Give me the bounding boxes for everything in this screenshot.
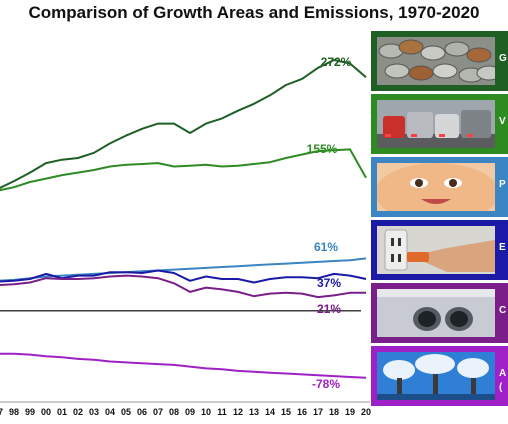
x-tick-label: 08 — [169, 407, 179, 417]
panel-label-2: ( — [499, 382, 503, 393]
x-tick-label: 01 — [57, 407, 67, 417]
legend-panel-1: G — [371, 31, 508, 91]
x-tick-label: 18 — [329, 407, 339, 417]
x-tick-label: 00 — [41, 407, 51, 417]
panel-label: G — [499, 53, 507, 64]
series-end-label-6: -78% — [312, 377, 340, 391]
traffic-cars-photo-icon — [377, 100, 495, 148]
baby-face-photo-icon — [377, 163, 495, 211]
series-end-label-2: 155% — [307, 142, 338, 156]
x-tick-label: 14 — [265, 407, 275, 417]
x-tick-label: 05 — [121, 407, 131, 417]
x-tick-label: 15 — [281, 407, 291, 417]
x-tick-label: 06 — [137, 407, 147, 417]
x-tick-label: 19 — [345, 407, 355, 417]
smokestacks-photo-icon — [377, 352, 495, 400]
series-end-label-1: 272% — [321, 55, 352, 69]
series-line-1 — [0, 59, 367, 190]
x-tick-label: 16 — [297, 407, 307, 417]
x-tick-label: 97 — [0, 407, 3, 417]
x-tick-label: 12 — [233, 407, 243, 417]
panel-label: V — [499, 116, 506, 127]
legend-panel-4: E — [371, 220, 508, 280]
series-end-label-3: 61% — [314, 240, 338, 254]
x-tick-label: 13 — [249, 407, 259, 417]
panel-label: A — [499, 368, 507, 379]
x-tick-label: 09 — [185, 407, 195, 417]
chart-title: Comparison of Growth Areas and Emissions… — [28, 3, 480, 22]
x-tick-label: 02 — [73, 407, 83, 417]
series-line-5 — [0, 274, 366, 299]
coins-photo-icon — [377, 37, 495, 85]
x-tick-label: 17 — [313, 407, 323, 417]
x-tick-label: 07 — [153, 407, 163, 417]
series-line-3 — [0, 257, 367, 282]
exhaust-pipes-photo-icon — [377, 289, 495, 337]
series-end-label-5: 21% — [317, 302, 341, 316]
line-chart: 272% 155% 61% 37% 21% -78% 97 98 99 00 01 02 03 04 05 0… — [0, 55, 371, 417]
x-tick-label: 99 — [25, 407, 35, 417]
x-tick-label: 10 — [201, 407, 211, 417]
legend-panel-2: V — [371, 94, 508, 154]
electric-plug-photo-icon — [377, 226, 495, 274]
panel-label: C — [499, 305, 507, 316]
panel-label: P — [499, 179, 506, 190]
series-line-2 — [0, 148, 367, 192]
x-tick-label: 04 — [105, 407, 115, 417]
series-end-label-4: 37% — [317, 276, 341, 290]
legend-panel-3: P — [371, 157, 508, 217]
legend-panel-6: A( — [371, 346, 508, 406]
x-tick-label: 98 — [9, 407, 19, 417]
legend-panel-5: C — [371, 283, 508, 343]
x-tick-label: 11 — [217, 407, 227, 417]
panel-label: E — [499, 242, 506, 253]
x-tick-label: 20 — [361, 407, 371, 417]
x-tick-label: 03 — [89, 407, 99, 417]
series-line-6 — [0, 352, 367, 379]
series-line-4 — [0, 269, 367, 284]
